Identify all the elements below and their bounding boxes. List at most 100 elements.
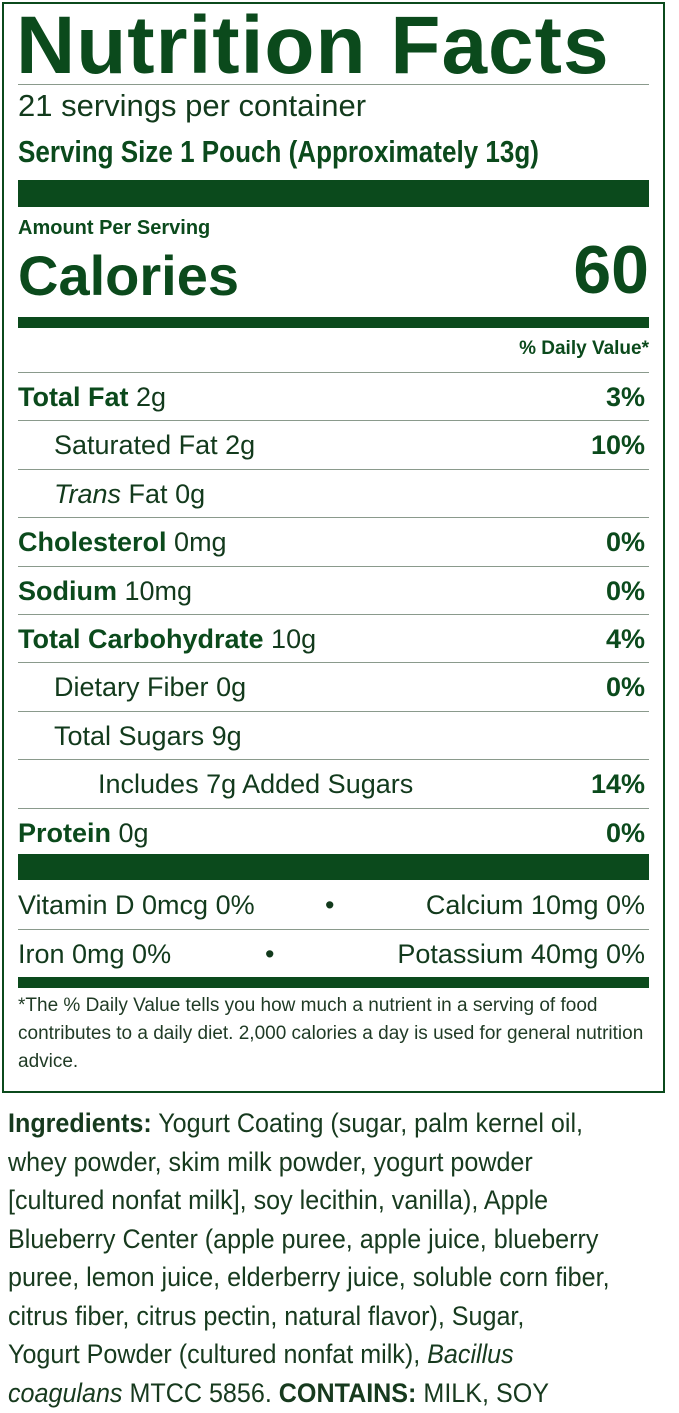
nutrient-row: Trans Fat 0g <box>18 470 649 518</box>
nutrition-facts-panel <box>2 2 665 1093</box>
ingredients-heading: CONTAINS: <box>278 1377 417 1408</box>
nutrient-label: Trans Fat 0g <box>54 479 205 509</box>
vitamin-row: Vitamin D 0mcg 0% • Calcium 10mg 0% <box>18 881 649 929</box>
servings-per-container: 21 servings per container <box>18 88 367 123</box>
row-divider <box>18 710 649 712</box>
nutrient-name: Total Sugars <box>54 720 205 751</box>
medium-divider <box>18 977 649 988</box>
nutrient-row: Total Fat 2g 3% <box>18 373 649 421</box>
nutrient-name: Cholesterol <box>18 527 167 558</box>
ingredients-text: [cultured nonfat milk], soy lecithin, va… <box>8 1185 549 1215</box>
nutrient-label: Total Fat 2g <box>18 382 166 412</box>
nutrient-name: Includes 7g Added Sugars <box>98 769 414 800</box>
nutrient-row: Total Sugars 9g <box>18 712 649 760</box>
thick-divider <box>18 180 649 207</box>
ingredients-line: Yogurt Powder (cultured nonfat milk), Ba… <box>8 1335 631 1374</box>
nutrient-label: Total Sugars 9g <box>54 721 242 751</box>
nutrient-row: Sodium 10mg 0% <box>18 567 649 615</box>
nutrient-name: Total Fat <box>18 382 129 412</box>
nutrient-row: Includes 7g Added Sugars 14% <box>18 760 649 808</box>
daily-value-percent: 10% <box>590 430 645 461</box>
nutrient-row: Dietary Fiber 0g 0% <box>18 663 649 711</box>
ingredients-text: Bacillus <box>427 1339 514 1369</box>
nutrient-label: Saturated Fat 2g <box>54 430 255 460</box>
nutrient-name: Saturated Fat <box>54 430 218 461</box>
ingredients-line: Ingredients: Yogurt Coating (sugar, palm… <box>8 1104 631 1143</box>
row-divider <box>18 420 649 422</box>
row-divider <box>18 565 649 567</box>
row-divider <box>18 614 649 615</box>
ingredients-text: Yogurt Powder (cultured nonfat milk), <box>8 1339 428 1369</box>
daily-value-percent: 0% <box>605 527 645 558</box>
ingredients-line: whey powder, skim milk powder, yogurt po… <box>8 1143 631 1182</box>
nutrient-name: Fat <box>128 478 168 509</box>
nutrient-name-italic: Trans <box>54 478 122 509</box>
calories-label: Calories <box>18 244 239 307</box>
nutrient-label: Dietary Fiber 0g <box>54 672 246 702</box>
divider <box>18 84 649 85</box>
ingredients-text: coagulans <box>8 1377 123 1408</box>
daily-value-percent: 0% <box>605 817 645 848</box>
footnote: *The % Daily Value tells you how much a … <box>18 995 644 1072</box>
nutrient-amount: 0g <box>216 672 247 703</box>
nutrient-amount: 9g <box>211 720 242 751</box>
vitamin-row: Iron 0mg 0% • Potassium 40mg 0% <box>18 930 649 978</box>
ingredients-line: [cultured nonfat milk], soy lecithin, va… <box>8 1181 631 1220</box>
row-divider <box>18 468 649 470</box>
label-title: Nutrition Facts <box>16 0 610 91</box>
ingredients-line: Blueberry Center (apple puree, apple jui… <box>8 1220 631 1259</box>
row-divider <box>18 517 649 519</box>
ingredients-line: coagulans MTCC 5856. CONTAINS: MILK, SOY <box>8 1374 631 1413</box>
nutrient-row: Total Carbohydrate 10g 4% <box>18 615 649 663</box>
row-divider <box>18 759 649 761</box>
ingredients-statement: Ingredients: Yogurt Coating (sugar, palm… <box>8 1104 678 1412</box>
ingredients-text: puree, lemon juice, elderberry juice, so… <box>8 1262 610 1292</box>
nutrient-name: Dietary Fiber <box>54 672 209 703</box>
nutrient-name: Protein <box>18 817 112 848</box>
ingredients-text: MTCC 5856. <box>122 1377 279 1408</box>
medium-divider <box>18 317 649 328</box>
daily-value-percent: 3% <box>605 382 645 412</box>
vitamin-left: Iron 0mg 0% <box>18 938 172 969</box>
nutrient-label: Total Carbohydrate 10g <box>18 624 316 654</box>
vitamin-left: Vitamin D 0mcg 0% <box>18 890 255 920</box>
row-divider <box>18 807 649 809</box>
vitamin-right: Potassium 40mg 0% <box>397 938 645 969</box>
ingredients-text: Yogurt Coating (sugar, palm kernel oil, <box>151 1108 584 1138</box>
serving-size: Serving Size 1 Pouch (Approximately 13g) <box>18 134 539 169</box>
nutrient-amount: 10mg <box>124 575 193 606</box>
nutrient-amount: 2g <box>136 382 167 412</box>
ingredients-heading: Ingredients: <box>8 1108 152 1138</box>
nutrient-label: Sodium 10mg <box>18 576 192 606</box>
ingredients-text: citrus fiber, citrus pectin, natural fla… <box>8 1300 525 1331</box>
calories-value: 60 <box>573 232 649 308</box>
row-divider <box>18 372 649 373</box>
ingredients-text: whey powder, skim milk powder, yogurt po… <box>8 1146 533 1177</box>
nutrient-name: Sodium <box>18 575 117 606</box>
nutrient-label: Includes 7g Added Sugars <box>98 769 413 799</box>
daily-value-header: % Daily Value* <box>519 338 649 359</box>
nutrient-label: Cholesterol 0mg <box>18 527 227 557</box>
nutrient-amount: 10g <box>271 624 317 654</box>
daily-value-percent: 0% <box>605 575 645 606</box>
ingredients-line: puree, lemon juice, elderberry juice, so… <box>8 1258 631 1297</box>
nutrient-amount: 0g <box>175 478 206 509</box>
row-divider <box>18 928 649 930</box>
bullet-separator: • <box>325 890 335 920</box>
row-divider <box>18 662 649 664</box>
vitamin-right: Calcium 10mg 0% <box>425 890 645 920</box>
daily-value-percent: 0% <box>605 672 645 703</box>
nutrient-row: Saturated Fat 2g 10% <box>18 421 649 469</box>
nutrient-amount: 0g <box>118 817 149 848</box>
nutrient-row: Protein 0g 0% <box>18 809 649 857</box>
amount-per-serving: Amount Per Serving <box>18 217 211 239</box>
nutrient-amount: 0mg <box>174 527 227 558</box>
thick-divider <box>18 854 649 880</box>
daily-value-percent: 14% <box>590 769 645 800</box>
nutrient-row: Cholesterol 0mg 0% <box>18 518 649 566</box>
nutrient-label: Protein 0g <box>18 818 149 848</box>
daily-value-percent: 4% <box>605 624 645 654</box>
ingredients-text: MILK, SOY <box>416 1377 549 1408</box>
bullet-separator: • <box>265 938 275 969</box>
ingredients-text: Blueberry Center (apple puree, apple jui… <box>8 1223 599 1254</box>
